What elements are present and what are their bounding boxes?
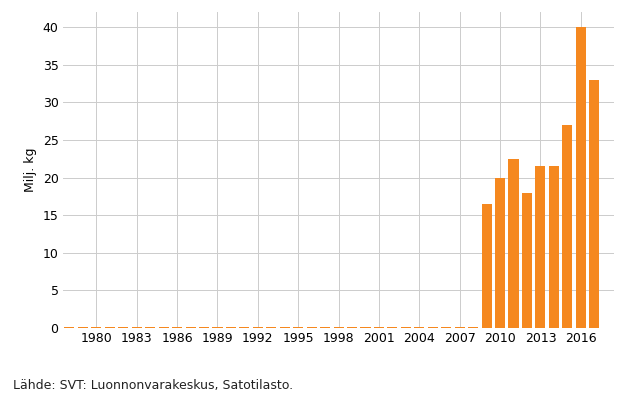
Bar: [387, 327, 398, 328]
Bar: [65, 327, 75, 328]
Bar: [414, 327, 424, 328]
Bar: [589, 80, 599, 328]
Bar: [468, 327, 478, 328]
Bar: [307, 327, 317, 328]
Bar: [374, 327, 384, 328]
Bar: [334, 327, 344, 328]
Bar: [293, 327, 303, 328]
Bar: [320, 327, 330, 328]
Bar: [253, 327, 263, 328]
Bar: [266, 327, 277, 328]
Bar: [186, 327, 196, 328]
Bar: [280, 327, 290, 328]
Bar: [132, 327, 142, 328]
Bar: [226, 327, 236, 328]
Bar: [105, 327, 115, 328]
Bar: [455, 327, 465, 328]
Bar: [428, 327, 438, 328]
Y-axis label: Milj. kg: Milj. kg: [24, 148, 37, 192]
Bar: [172, 327, 182, 328]
Bar: [199, 327, 209, 328]
Bar: [562, 125, 572, 328]
Bar: [576, 27, 586, 328]
Bar: [482, 204, 492, 328]
Bar: [159, 327, 169, 328]
Bar: [361, 327, 371, 328]
Bar: [119, 327, 129, 328]
Bar: [145, 327, 155, 328]
Bar: [78, 327, 88, 328]
Bar: [522, 192, 532, 328]
Bar: [401, 327, 411, 328]
Bar: [508, 159, 519, 328]
Bar: [347, 327, 357, 328]
Bar: [213, 327, 223, 328]
Bar: [535, 166, 545, 328]
Bar: [240, 327, 250, 328]
Bar: [92, 327, 102, 328]
Text: Lähde: SVT: Luonnonvarakeskus, Satotilasto.: Lähde: SVT: Luonnonvarakeskus, Satotilas…: [13, 379, 293, 392]
Bar: [495, 178, 505, 328]
Bar: [441, 327, 451, 328]
Bar: [549, 166, 559, 328]
